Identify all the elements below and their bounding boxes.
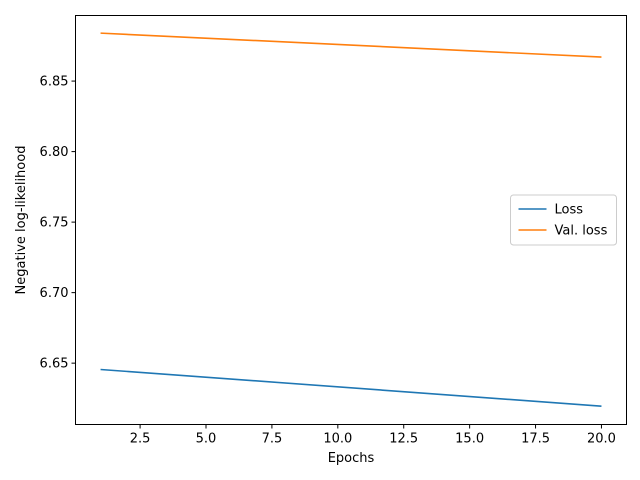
x-tick-label: 20.0 — [587, 432, 616, 447]
x-tick-label: 5.0 — [196, 432, 217, 447]
axis-ticks: 2.5 5.0 7.5 10.0 12.5 15.0 17.5 20.0 6.65 6.70 6.7… — [40, 75, 616, 447]
legend-label: Val. loss — [555, 224, 608, 239]
series-line-loss — [100, 368, 602, 407]
y-tick-label: 6.65 — [40, 357, 69, 372]
legend-box — [510, 194, 617, 246]
legend: Loss Val. loss — [510, 194, 617, 246]
plot-frame — [75, 15, 627, 425]
x-tick-label: 17.5 — [521, 432, 550, 447]
series-line-val-loss — [100, 32, 602, 58]
x-tick-label: 7.5 — [262, 432, 283, 447]
plot-area — [100, 32, 602, 407]
x-tick-label: 12.5 — [389, 432, 418, 447]
x-axis-title: Epochs — [328, 451, 375, 466]
y-tick-label: 6.70 — [40, 286, 69, 301]
legend-label: Loss — [555, 203, 584, 218]
y-tick-label: 6.75 — [40, 216, 69, 231]
y-axis-title: Negative log-likelihood — [14, 146, 29, 295]
x-tick-label: 15.0 — [455, 432, 484, 447]
y-tick-label: 6.85 — [40, 75, 69, 90]
x-tick-label: 10.0 — [323, 432, 352, 447]
y-tick-label: 6.80 — [40, 145, 69, 160]
x-tick-label: 2.5 — [130, 432, 151, 447]
